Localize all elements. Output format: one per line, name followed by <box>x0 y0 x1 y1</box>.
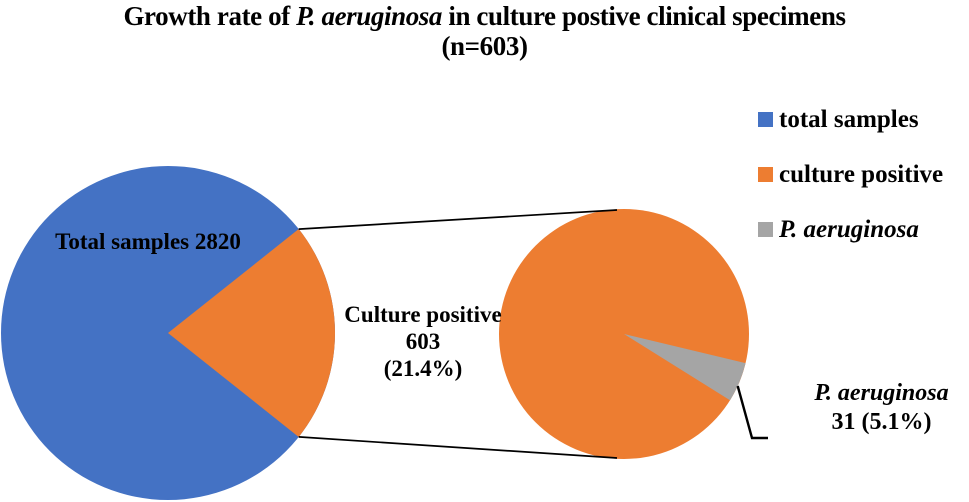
legend-item-culture-positive: culture positive <box>758 158 943 191</box>
title-species-italic: P. aeruginosa <box>296 1 443 31</box>
legend-swatch-p-aeruginosa-icon <box>758 222 773 237</box>
chart-legend: total samples culture positive P. aerugi… <box>758 103 943 246</box>
secondary-pie-label-percent: (21.4%) <box>383 356 463 381</box>
legend-swatch-culture-positive-icon <box>758 167 773 182</box>
legend-item-total-samples: total samples <box>758 103 943 136</box>
primary-pie-label: Total samples 2820 <box>55 229 241 254</box>
pa-callout-label: P. aeruginosa 31 (5.1%) <box>794 379 969 437</box>
title-text: Growth rate of <box>123 1 297 31</box>
chart-title-line2: (n=603) <box>441 31 528 61</box>
secondary-pie-label-count: 603 <box>405 329 441 354</box>
connector-line-top <box>298 209 618 230</box>
legend-label-p-aeruginosa: P. aeruginosa <box>779 215 919 243</box>
legend-swatch-total-samples-icon <box>758 112 773 127</box>
leader-line-p-aeruginosa <box>736 385 768 440</box>
title-text-suffix: in culture postive clinical specimens <box>442 1 846 31</box>
primary-pie-slice-culture-positive <box>168 229 335 437</box>
legend-label-total-samples: total samples <box>779 105 919 133</box>
chart-title-line1: Growth rate of P. aeruginosa in culture … <box>0 1 969 31</box>
legend-item-p-aeruginosa: P. aeruginosa <box>758 213 943 246</box>
pa-callout-species: P. aeruginosa <box>814 380 949 406</box>
secondary-pie-slice-p-aeruginosa <box>624 334 746 401</box>
legend-label-culture-positive: culture positive <box>779 160 944 188</box>
pa-callout-count: 31 (5.1%) <box>831 409 932 435</box>
chart-title: Growth rate of P. aeruginosa in culture … <box>0 1 969 61</box>
secondary-pie-label-name: Culture positive <box>344 302 502 327</box>
connector-line-bottom <box>298 436 618 459</box>
secondary-pie-label: Culture positive 603 (21.4%) <box>333 301 513 382</box>
